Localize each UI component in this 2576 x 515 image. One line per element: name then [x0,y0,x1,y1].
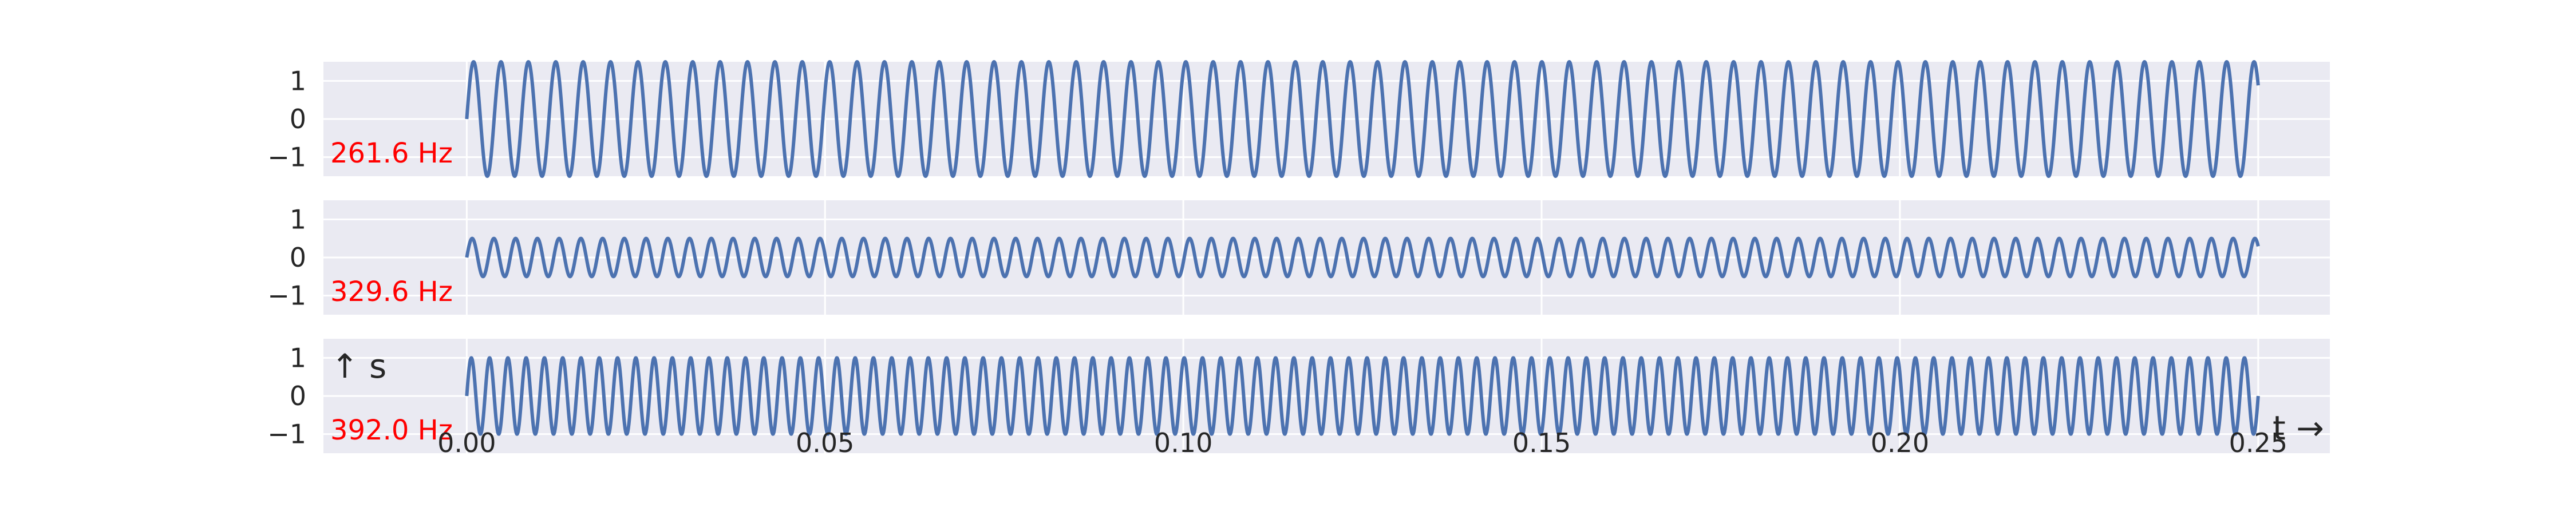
x-tick-label: 0.25 [2229,427,2287,458]
y-tick-label: 0 [290,104,306,134]
subplots-group: 1 0 −1 261.6 Hz 1 0 −1 329.6 Hz 1 0 −1 392.0 Hz [267,60,2330,453]
subplot-3: 1 0 −1 392.0 Hz [267,339,2330,453]
frequency-label: 329.6 Hz [330,276,453,308]
x-axis-ticks: 0.00 0.05 0.10 0.15 0.20 0.25 [437,427,2287,458]
x-tick-label: 0.20 [1871,427,1929,458]
x-tick-label: 0.15 [1512,427,1571,458]
y-tick-label: 0 [290,242,306,273]
y-tick-label: 1 [290,342,306,373]
subplot-1: 1 0 −1 261.6 Hz [267,60,2330,178]
x-tick-label: 0.05 [796,427,854,458]
y-tick-label: 1 [290,65,306,96]
y-tick-label: −1 [267,419,306,450]
y-tick-label: 0 [290,381,306,411]
x-tick-label: 0.00 [437,427,496,458]
y-axis-label: ↑ s [331,347,386,386]
series-line-3 [465,356,2260,436]
subplot-2: 1 0 −1 329.6 Hz [267,200,2330,315]
y-tick-label: −1 [267,142,306,173]
x-tick-label: 0.10 [1154,427,1212,458]
frequency-label: 392.0 Hz [330,414,453,446]
x-axis-label: t → [2273,409,2324,447]
frequency-label: 261.6 Hz [330,137,453,169]
y-tick-label: −1 [267,280,306,311]
y-tick-label: 1 [290,204,306,235]
series-line-1 [465,60,2260,178]
series-line-2 [465,236,2260,279]
